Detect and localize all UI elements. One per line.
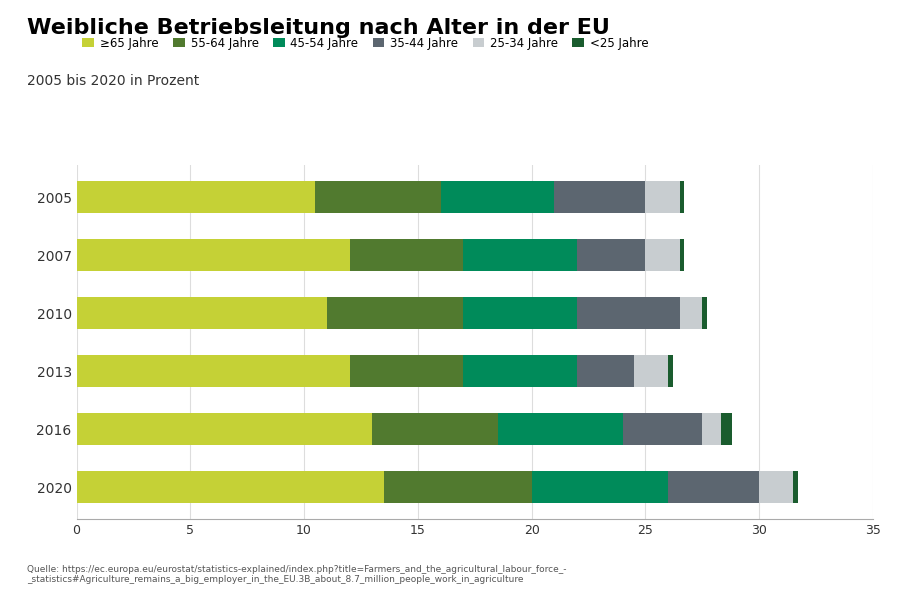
Bar [668,471,760,503]
Bar [702,413,721,445]
Bar [645,240,680,271]
Bar [76,181,315,213]
Text: 2005 bis 2020 in Prozent: 2005 bis 2020 in Prozent [27,74,199,88]
Bar [577,240,645,271]
Bar [623,413,702,445]
Bar [702,297,706,329]
Bar [76,297,327,329]
Bar [668,355,672,387]
Bar [680,181,684,213]
Bar [76,355,349,387]
Bar [554,181,645,213]
Bar [464,297,577,329]
Bar [76,240,349,271]
Bar [498,413,623,445]
Text: Weibliche Betriebsleitung nach Alter in der EU: Weibliche Betriebsleitung nach Alter in … [27,18,610,38]
Text: Quelle: https://ec.europa.eu/eurostat/statistics-explained/index.php?title=Farme: Quelle: https://ec.europa.eu/eurostat/st… [27,565,566,584]
Bar [680,240,684,271]
Bar [464,240,577,271]
Bar [721,413,732,445]
Bar [76,471,383,503]
Bar [577,355,634,387]
Bar [532,471,668,503]
Bar [577,297,680,329]
Legend: ≥65 Jahre, 55-64 Jahre, 45-54 Jahre, 35-44 Jahre, 25-34 Jahre, <25 Jahre: ≥65 Jahre, 55-64 Jahre, 45-54 Jahre, 35-… [83,37,649,50]
Bar [794,471,798,503]
Bar [76,413,373,445]
Bar [315,181,441,213]
Bar [760,471,794,503]
Bar [349,355,464,387]
Bar [441,181,554,213]
Bar [634,355,668,387]
Bar [464,355,577,387]
Bar [680,297,702,329]
Bar [373,413,498,445]
Bar [349,240,464,271]
Bar [645,181,680,213]
Bar [383,471,532,503]
Bar [327,297,464,329]
